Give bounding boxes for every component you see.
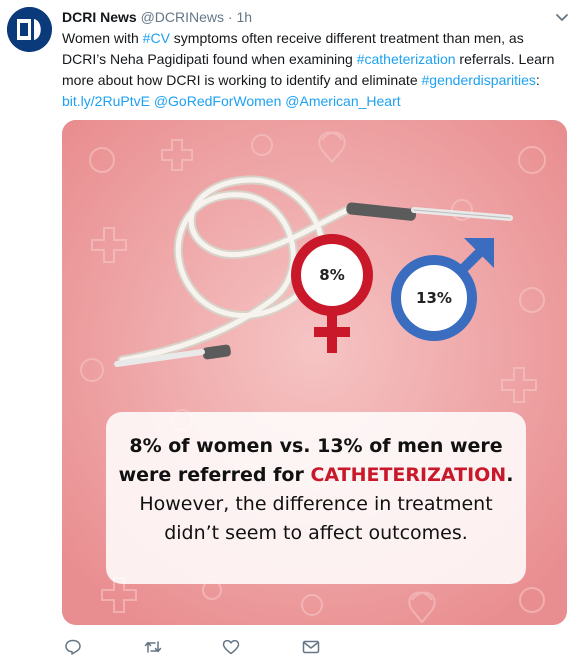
- text-segment: :: [535, 72, 540, 88]
- author-handle[interactable]: @DCRINews: [140, 9, 225, 25]
- text-segment: symptoms often receive different treatme…: [169, 30, 524, 46]
- reply-icon: [65, 639, 81, 655]
- infographic-caption: 8% of women vs. 13% of men were were ref…: [106, 412, 526, 584]
- text-segment: referrals. Learn: [455, 51, 555, 67]
- hashtag-link[interactable]: #catheterization: [356, 51, 456, 67]
- direct-message-button[interactable]: [302, 638, 322, 658]
- avatar[interactable]: [7, 7, 52, 52]
- mail-icon: [302, 640, 320, 654]
- tweet-text-line-2: DCRI’s Neha Pagidipati found when examin…: [62, 49, 572, 70]
- text-segment: Women with: [62, 30, 143, 46]
- caption-text: were referred for: [118, 464, 311, 486]
- like-button[interactable]: [222, 638, 242, 658]
- hashtag-link[interactable]: #genderdisparities: [421, 72, 536, 88]
- tweet-text: Women with #CV symptoms often receive di…: [62, 28, 572, 112]
- author-name[interactable]: DCRI News: [62, 9, 137, 25]
- caption-highlight: CATHETERIZATION: [310, 464, 507, 486]
- retweet-icon: [144, 641, 162, 653]
- mention-link[interactable]: @American_Heart: [285, 93, 401, 109]
- hashtag-link[interactable]: #CV: [142, 30, 170, 46]
- caption-line-4: didn’t seem to affect outcomes.: [164, 522, 468, 544]
- retweet-button[interactable]: [144, 638, 164, 658]
- mention-link[interactable]: @GoRedForWomen: [153, 93, 282, 109]
- like-icon: [222, 639, 240, 655]
- caption-text: .: [506, 464, 514, 486]
- caption-line-2: were referred for CATHETERIZATION.: [106, 461, 526, 490]
- tweet-actions: [62, 638, 392, 660]
- male-percentage: 13%: [416, 289, 452, 307]
- chevron-down-icon: [556, 14, 568, 21]
- female-percentage: 8%: [319, 266, 345, 284]
- tweet-header: DCRI News @DCRINews · 1h: [62, 9, 252, 27]
- female-symbol-icon: [291, 234, 373, 353]
- caption-line-3: However, the difference in treatment: [139, 493, 493, 515]
- tweet-image[interactable]: 8% 13% 8% of women vs. 13% of men were w…: [62, 120, 567, 625]
- text-segment: DCRI’s Neha Pagidipati found when examin…: [62, 51, 357, 67]
- reply-button[interactable]: [64, 638, 84, 658]
- more-options-button[interactable]: [555, 10, 569, 24]
- url-link[interactable]: bit.ly/2RuPtvE: [62, 93, 150, 109]
- text-segment: more about how DCRI is working to identi…: [62, 72, 422, 88]
- caption-line-1: 8% of women vs. 13% of men were: [129, 435, 503, 457]
- timestamp[interactable]: 1h: [236, 9, 253, 25]
- separator-dot: ·: [227, 9, 233, 25]
- catheter-illustration: [114, 175, 513, 367]
- tweet-text-line-3: more about how DCRI is working to identi…: [62, 70, 572, 91]
- tweet-text-line-1: Women with #CV symptoms often receive di…: [62, 28, 572, 49]
- dcri-logo-icon: [7, 7, 52, 52]
- tweet-text-line-4: bit.ly/2RuPtvE @GoRedForWomen @American_…: [62, 91, 572, 112]
- male-symbol-icon: [391, 238, 494, 341]
